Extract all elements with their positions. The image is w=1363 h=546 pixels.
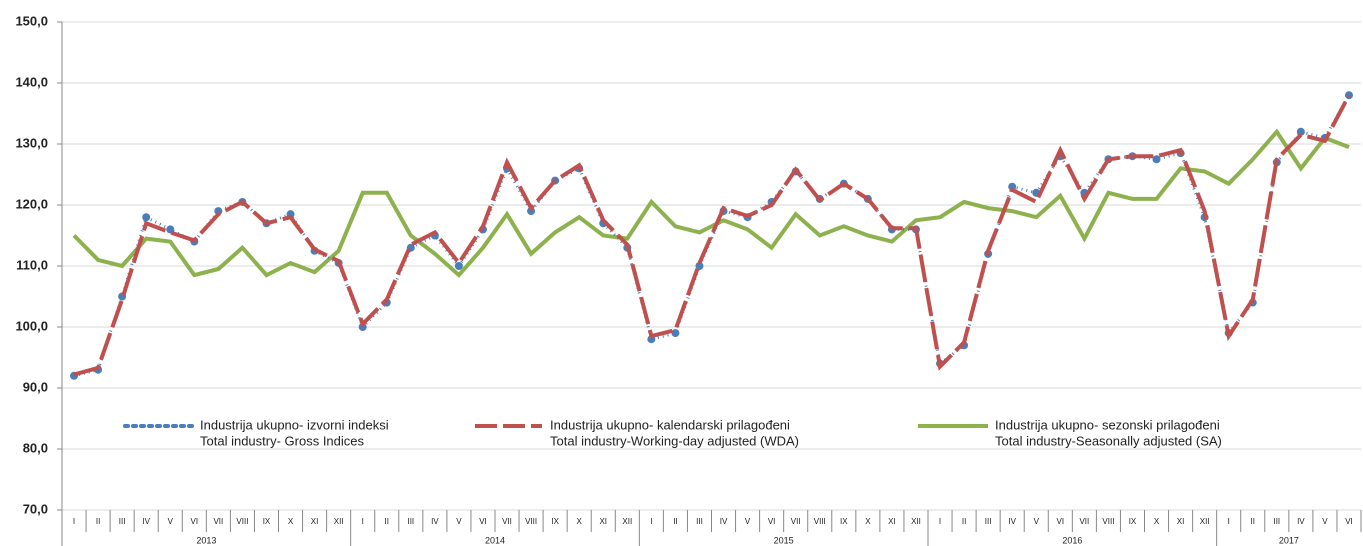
x-tick-label: XI xyxy=(888,517,896,526)
y-tick-label: 100,0 xyxy=(15,318,48,333)
x-tick-label: III xyxy=(1273,517,1280,526)
x-tick-label: II xyxy=(96,517,100,526)
y-tick-label: 70,0 xyxy=(23,501,48,516)
legend-label: Industrija ukupno- izvorni indeksi xyxy=(200,417,389,432)
x-tick-label: V xyxy=(456,517,462,526)
x-tick-label: XII xyxy=(1200,517,1210,526)
data-point xyxy=(358,323,367,331)
x-tick-label: II xyxy=(962,517,966,526)
x-tick-label: XI xyxy=(311,517,319,526)
year-label: 2017 xyxy=(1279,535,1299,545)
x-tick-label: IX xyxy=(1129,517,1137,526)
series-line xyxy=(73,94,1351,378)
year-label: 2015 xyxy=(774,535,794,545)
year-label: 2013 xyxy=(196,535,216,545)
x-tick-label: III xyxy=(696,517,703,526)
x-tick-label: VIII xyxy=(236,517,248,526)
y-tick-label: 120,0 xyxy=(15,196,48,211)
x-tick-label: X xyxy=(1154,517,1160,526)
x-tick-label: VII xyxy=(502,517,512,526)
x-tick-label: I xyxy=(73,517,75,526)
x-tick-label: V xyxy=(745,517,751,526)
x-tick-label: VII xyxy=(791,517,801,526)
y-tick-label: 90,0 xyxy=(23,379,48,394)
x-tick-label: VIII xyxy=(814,517,826,526)
x-tick-label: XI xyxy=(599,517,607,526)
x-tick-label: III xyxy=(119,517,126,526)
x-tick-label: IV xyxy=(431,517,439,526)
legend-label: Industrija ukupno- sezonski prilagođeni xyxy=(995,417,1220,432)
data-point xyxy=(695,262,704,270)
x-tick-label: VI xyxy=(1057,517,1065,526)
x-tick-label: VI xyxy=(1345,517,1353,526)
x-tick-label: II xyxy=(1251,517,1255,526)
x-tick-label: III xyxy=(407,517,414,526)
legend-label: Total industry- Gross Indices xyxy=(200,433,365,448)
legend-label: Total industry-Working-day adjusted (WDA… xyxy=(550,433,799,448)
data-point xyxy=(142,213,151,222)
y-tick-label: 110,0 xyxy=(16,257,48,272)
year-label: 2016 xyxy=(1062,535,1082,545)
y-tick-label: 140,0 xyxy=(15,74,48,89)
legend-label: Industrija ukupno- kalendarski prilagođe… xyxy=(550,417,790,432)
x-tick-label: I xyxy=(939,517,941,526)
x-tick-label: XII xyxy=(911,517,921,526)
x-tick-label: IX xyxy=(263,517,271,526)
x-tick-label: VIII xyxy=(1102,517,1114,526)
data-point xyxy=(214,207,223,216)
x-tick-label: XII xyxy=(622,517,632,526)
legend-label: Total industry-Seasonally adjusted (SA) xyxy=(995,433,1222,448)
x-tick-label: XI xyxy=(1177,517,1185,526)
x-tick-label: VI xyxy=(768,517,776,526)
x-tick-label: X xyxy=(865,517,871,526)
x-tick-label: I xyxy=(362,517,364,526)
x-tick-label: IX xyxy=(840,517,848,526)
year-label: 2014 xyxy=(485,535,505,545)
data-point xyxy=(454,262,463,270)
x-tick-label: III xyxy=(985,517,992,526)
series-line xyxy=(72,128,1350,278)
series-line xyxy=(73,94,1351,377)
x-tick-label: V xyxy=(1322,517,1328,526)
x-tick-label: X xyxy=(577,517,583,526)
x-tick-label: IV xyxy=(1297,517,1305,526)
x-tick-label: VIII xyxy=(525,517,537,526)
x-tick-label: XII xyxy=(334,517,344,526)
x-tick-label: II xyxy=(385,517,389,526)
y-tick-label: 150,0 xyxy=(15,13,48,28)
x-tick-label: I xyxy=(650,517,652,526)
data-point xyxy=(1296,127,1305,136)
x-tick-label: I xyxy=(1228,517,1230,526)
x-tick-label: X xyxy=(288,517,294,526)
x-tick-label: IV xyxy=(720,517,728,526)
data-point xyxy=(1152,155,1161,164)
x-tick-label: IV xyxy=(142,517,150,526)
x-tick-label: IX xyxy=(551,517,559,526)
x-tick-label: IV xyxy=(1008,517,1016,526)
y-tick-label: 130,0 xyxy=(15,135,48,150)
x-tick-label: VI xyxy=(479,517,487,526)
x-tick-label: II xyxy=(673,517,677,526)
x-tick-label: V xyxy=(168,517,174,526)
x-tick-label: VI xyxy=(191,517,199,526)
y-tick-label: 80,0 xyxy=(23,440,48,455)
x-tick-label: VII xyxy=(1079,517,1089,526)
data-point xyxy=(671,329,680,338)
x-tick-label: VII xyxy=(213,517,223,526)
x-tick-label: V xyxy=(1034,517,1040,526)
